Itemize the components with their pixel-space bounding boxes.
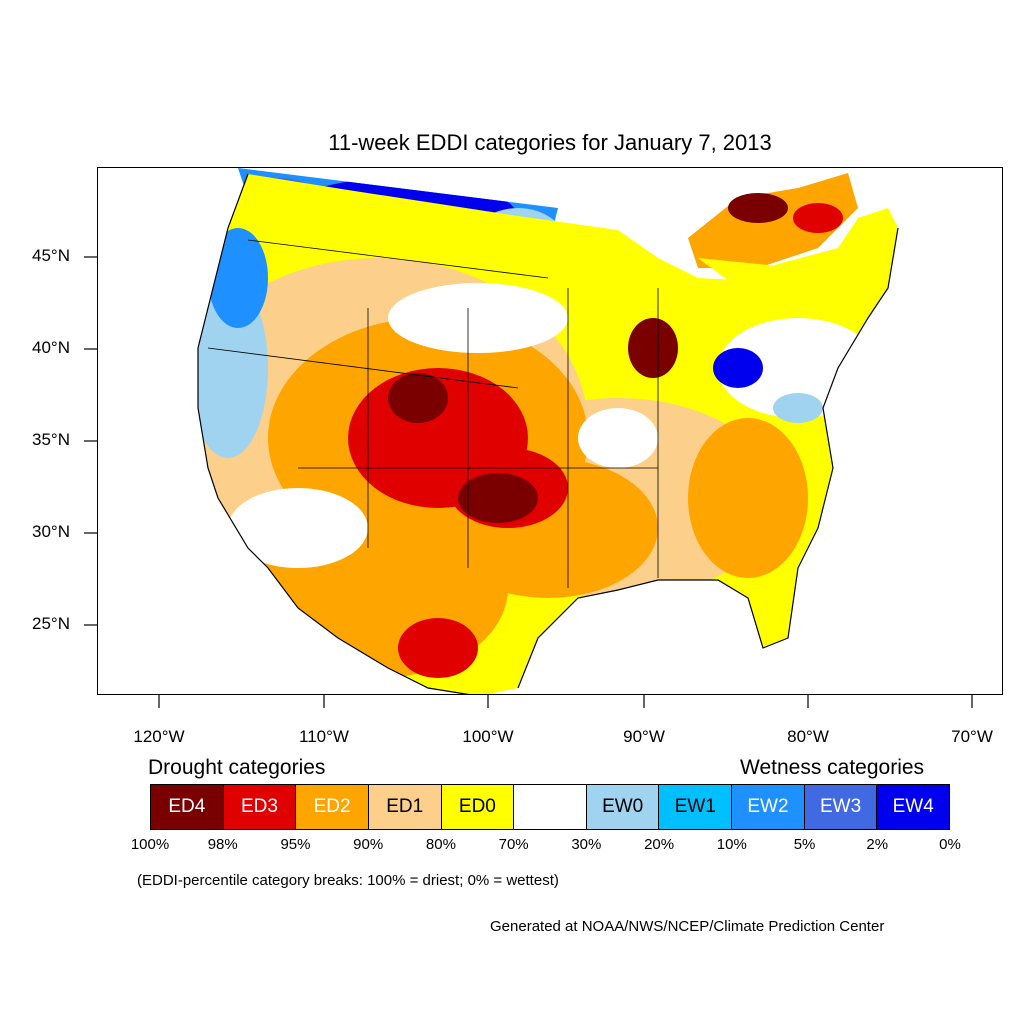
conus-region (198, 174, 898, 694)
wetness-categories-heading: Wetness categories (740, 756, 925, 779)
y-tick-label: 40°N (32, 338, 70, 357)
legend-swatch: EW2 (732, 785, 805, 829)
legend-break-label: 95% (280, 836, 311, 853)
legend-colorbar: ED4 ED3 ED2 ED1 ED0 EW0 EW1 EW2 EW3 EW4 (150, 784, 950, 830)
y-tick-label: 45°N (32, 246, 70, 265)
legend-break-label: 30% (571, 836, 602, 853)
y-tick-label: 35°N (32, 430, 70, 449)
legend-break-label: 0% (939, 836, 961, 853)
x-tick-label: 110°W (299, 727, 349, 746)
legend-swatch: EW4 (877, 785, 950, 829)
legend-swatch: ED0 (441, 785, 515, 829)
legend-swatch (514, 785, 587, 829)
legend-break-label: 70% (498, 836, 529, 853)
x-tick-label: 100°W (462, 727, 514, 746)
legend-swatch: EW3 (804, 785, 878, 829)
legend-break-label: 90% (353, 836, 384, 853)
quebec-drought-region (688, 173, 858, 288)
y-tick-label: 30°N (32, 522, 70, 541)
boundaries (197, 173, 899, 694)
legend-break-label: 98% (207, 836, 238, 853)
legend-swatch: ED4 (151, 785, 224, 829)
legend-swatch: ED1 (368, 785, 442, 829)
legend-break-label: 80% (425, 836, 456, 853)
legend-break-label: 100% (130, 836, 170, 853)
legend-swatch: ED2 (296, 785, 369, 829)
eddi-map (97, 167, 1003, 695)
legend-break-label: 10% (716, 836, 747, 853)
legend-break-label: 5% (793, 836, 816, 853)
x-tick-label: 90°W (623, 727, 665, 746)
y-tick-label: 25°N (32, 614, 70, 633)
x-tick-label: 70°W (951, 727, 993, 746)
legend-break-label: 20% (644, 836, 675, 853)
legend-swatch: EW0 (586, 785, 660, 829)
legend-swatch: EW1 (659, 785, 733, 829)
legend-break-label: 2% (866, 836, 889, 853)
x-tick-label: 80°W (787, 727, 829, 746)
eddi-map-canvas (197, 168, 899, 694)
x-tick-label: 120°W (133, 727, 185, 746)
map-title: 11-week EDDI categories for January 7, 2… (328, 130, 772, 155)
breaks-note: (EDDI-percentile category breaks: 100% =… (137, 872, 559, 889)
legend-swatch: ED3 (223, 785, 297, 829)
drought-categories-heading: Drought categories (148, 756, 326, 779)
credit-line: Generated at NOAA/NWS/NCEP/Climate Predi… (490, 918, 885, 935)
